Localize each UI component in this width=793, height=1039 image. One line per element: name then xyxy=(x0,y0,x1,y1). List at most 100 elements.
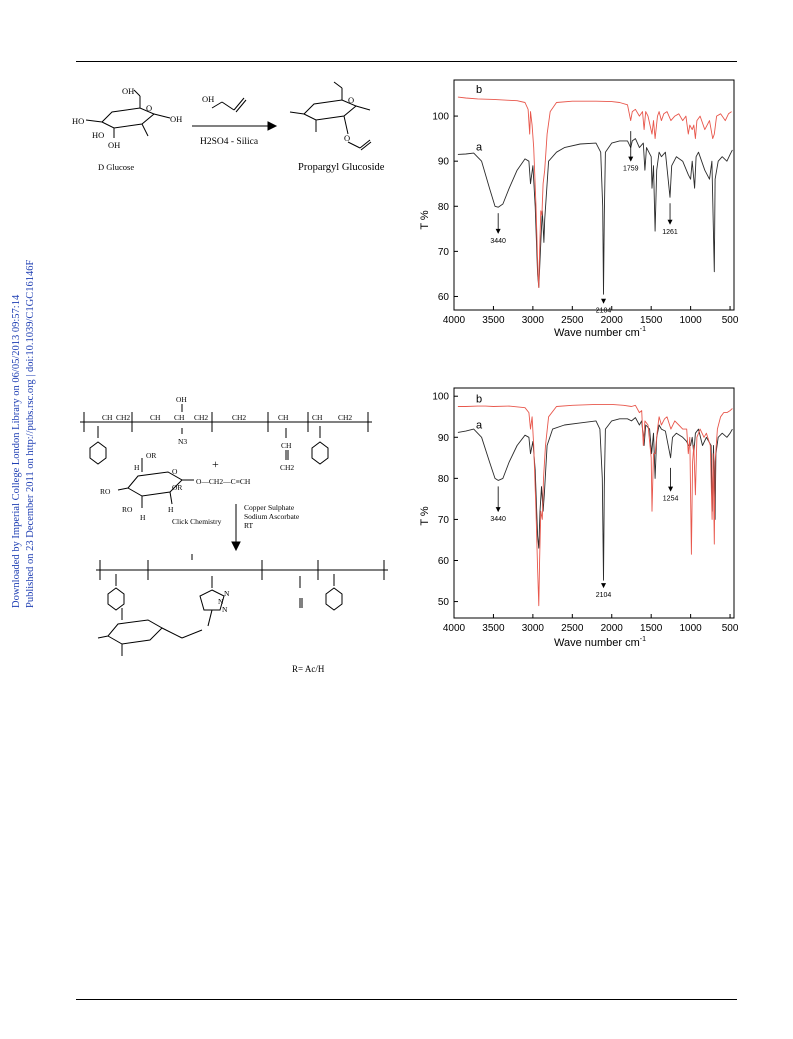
reactant-label[interactable]: D Glucose xyxy=(98,162,134,172)
download-notice-line1[interactable]: Downloaded by Imperial College London Li… xyxy=(11,294,22,608)
chart-2-series-b xyxy=(457,403,733,607)
polymer-vinyl-ch[interactable]: CH xyxy=(281,441,292,450)
product-ring-o[interactable]: O xyxy=(348,95,354,105)
plus-sign[interactable]: + xyxy=(212,457,219,471)
chart-2-annotation-2104[interactable]: 2104 xyxy=(596,592,612,599)
polymer-ch-4[interactable]: CH xyxy=(278,413,289,422)
chart-1-xtick-label[interactable]: 3000 xyxy=(522,315,545,326)
glucose-oh-bottom[interactable]: OH xyxy=(108,140,120,150)
sugar-h-2[interactable]: H xyxy=(168,505,174,514)
polymer-ch-5[interactable]: CH xyxy=(312,413,323,422)
chart-2-ytick-label[interactable]: 60 xyxy=(438,556,450,567)
chart-1-xtick-label[interactable]: 1500 xyxy=(640,315,663,326)
chart-2-ylabel[interactable]: T % xyxy=(419,506,431,526)
glucose-oh-right[interactable]: OH xyxy=(170,114,182,124)
chart-1-xtick-label[interactable]: 2000 xyxy=(601,315,624,326)
chart-1-annotation-arrowhead-1261 xyxy=(667,219,673,225)
sugar-ro-bottom[interactable]: RO xyxy=(122,505,133,514)
chart-1-xtick-label[interactable]: 1000 xyxy=(679,315,702,326)
chart-2-xtick-label[interactable]: 1500 xyxy=(640,623,663,634)
sugar-h-3[interactable]: H xyxy=(140,513,146,522)
chart-2-ytick-label[interactable]: 70 xyxy=(438,515,450,526)
download-notice: Downloaded by Imperial College London Li… xyxy=(6,252,42,612)
download-notice-line2[interactable]: Published on 23 December 2011 on http://… xyxy=(25,260,36,608)
chart-2-annotation-3440[interactable]: 3440 xyxy=(490,516,506,523)
chart-2-xtick-label[interactable]: 500 xyxy=(722,623,739,634)
polymer-ch-1[interactable]: CH xyxy=(102,413,113,422)
polymer-ch2-4[interactable]: CH2 xyxy=(338,413,352,422)
triazole-n-1[interactable]: N xyxy=(218,597,224,606)
chart-2-xtick-label[interactable]: 2000 xyxy=(601,623,624,634)
chart-1-ytick-label[interactable]: 80 xyxy=(438,202,450,213)
chart-1-frame xyxy=(453,79,735,311)
r-definition[interactable]: R= Ac/H xyxy=(292,664,325,674)
chart-1-ytick-label[interactable]: 100 xyxy=(432,112,449,123)
propargyl-alcohol-oh[interactable]: OH xyxy=(202,94,214,104)
chart-1-series-label-b[interactable]: b xyxy=(476,84,482,96)
chart-1-annotation-arrowhead-3440 xyxy=(495,228,501,234)
chart-2-xtick-label[interactable]: 3000 xyxy=(522,623,545,634)
chart-1-ylabel[interactable]: T % xyxy=(419,210,431,230)
click-chemistry-label[interactable]: Click Chemistry xyxy=(172,517,222,526)
chart-1-xlabel[interactable]: Wave number cm-1 xyxy=(554,326,646,339)
sugar-ring-o[interactable]: O xyxy=(172,467,178,476)
triazole-n-2[interactable]: N xyxy=(222,605,228,614)
polymer-ch2-1[interactable]: CH2 xyxy=(116,413,130,422)
ir-spectrum-chart-2: 50 60 70 80 90 100 4000 3500 3000 2500 2000 1500 10… xyxy=(419,387,739,649)
chart-2-ytick-label[interactable]: 100 xyxy=(432,392,449,403)
reaction-conditions[interactable]: H2SO4 - Silica xyxy=(200,137,259,147)
chart-1-xtick-label[interactable]: 4000 xyxy=(443,315,466,326)
chart-2-ytick-label[interactable]: 90 xyxy=(438,433,450,444)
chart-2-xtick-label[interactable]: 4000 xyxy=(443,623,466,634)
chart-1-ytick-label[interactable]: 90 xyxy=(438,157,450,168)
polymer-ch-2[interactable]: CH xyxy=(150,413,161,422)
chart-1-annotation-arrowhead-2104 xyxy=(601,298,607,304)
chart-1-ytick-label[interactable]: 70 xyxy=(438,247,450,258)
sugar-h-1[interactable]: H xyxy=(134,463,140,472)
glucose-ho-lower[interactable]: HO xyxy=(92,130,104,140)
chart-1-annotation-1261[interactable]: 1261 xyxy=(662,229,678,236)
sugar-or-top[interactable]: OR xyxy=(146,451,156,460)
glucose-oh-top[interactable]: OH xyxy=(122,86,134,96)
polymer-vinyl-ch2[interactable]: CH2 xyxy=(280,463,294,472)
chart-1-ytick-label[interactable]: 60 xyxy=(438,292,450,303)
condition-copper[interactable]: Copper Sulphate xyxy=(244,503,295,512)
condition-rt[interactable]: RT xyxy=(244,521,254,530)
chart-2-annotation-arrowhead-3440 xyxy=(495,507,501,513)
chart-2-series-label-b[interactable]: b xyxy=(476,393,482,405)
propargyl-linker[interactable]: O—CH2—C≡CH xyxy=(196,477,251,486)
chart-2-xlabel[interactable]: Wave number cm-1 xyxy=(554,636,646,649)
chart-2-frame xyxy=(453,387,735,619)
chart-1-xtick-label[interactable]: 2500 xyxy=(561,315,584,326)
chart-1-xtick-label[interactable]: 3500 xyxy=(482,315,505,326)
glucose-ring-o[interactable]: O xyxy=(146,103,152,113)
polymer-ch-3[interactable]: CH xyxy=(174,413,185,422)
top-rule xyxy=(76,61,737,62)
chart-2-ytick-label[interactable]: 50 xyxy=(438,597,450,608)
triazole-n-3[interactable]: N xyxy=(224,589,230,598)
chart-1-series-label-a[interactable]: a xyxy=(476,141,483,153)
chart-2-ytick-label[interactable]: 80 xyxy=(438,474,450,485)
chart-2-annotation-arrowhead-1254 xyxy=(668,486,674,492)
glucose-ho-left[interactable]: HO xyxy=(72,116,84,126)
chart-1-xtick-label[interactable]: 500 xyxy=(722,315,739,326)
chart-2-series-label-a[interactable]: a xyxy=(476,419,483,431)
scheme-click-chemistry: CH CH2 CH CH N3 CH2 CH2 CH CH CH2 CH CH2… xyxy=(80,395,388,674)
chart-2-annotation-1254[interactable]: 1254 xyxy=(663,496,679,503)
sugar-or-right[interactable]: OR xyxy=(172,483,182,492)
chart-1-annotation-arrowhead-1759 xyxy=(628,156,634,162)
product-label[interactable]: Propargyl Glucoside xyxy=(298,162,385,173)
polymer-oh[interactable]: OH xyxy=(176,395,187,404)
chart-2-xtick-label[interactable]: 2500 xyxy=(561,623,584,634)
chart-2-xtick-label[interactable]: 3500 xyxy=(482,623,505,634)
sugar-ro-left[interactable]: RO xyxy=(100,487,111,496)
chart-1-annotation-3440[interactable]: 3440 xyxy=(490,238,506,245)
product-glycosidic-o[interactable]: O xyxy=(344,133,350,143)
chart-1-annotation-1759[interactable]: 1759 xyxy=(623,166,639,173)
polymer-ch2-3[interactable]: CH2 xyxy=(232,413,246,422)
chart-1-annotation-2104[interactable]: 2104 xyxy=(596,308,612,315)
polymer-azide[interactable]: N3 xyxy=(178,437,187,446)
condition-ascorbate[interactable]: Sodium Ascorbate xyxy=(244,512,300,521)
polymer-ch2-2[interactable]: CH2 xyxy=(194,413,208,422)
chart-2-xtick-label[interactable]: 1000 xyxy=(679,623,702,634)
